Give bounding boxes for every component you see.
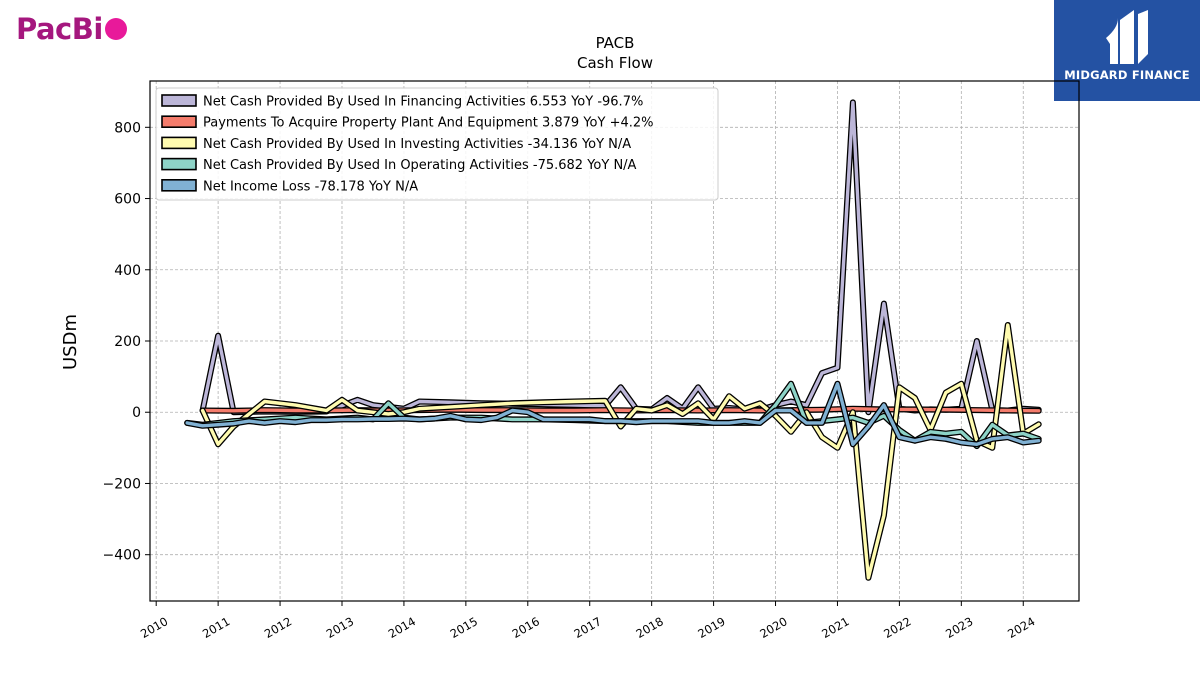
x-tick-label: 2014 — [386, 614, 418, 641]
series-line-stroke — [200, 323, 1041, 580]
x-tick-label: 2024 — [1005, 614, 1037, 641]
x-tick-label: 2020 — [757, 614, 789, 641]
midgard-finance-label: MIDGARD FINANCE — [1064, 68, 1190, 82]
legend-label: Net Cash Provided By Used In Financing A… — [203, 95, 643, 110]
legend-label: Net Cash Provided By Used In Investing A… — [203, 137, 631, 152]
pacbio-logo: PacBi — [16, 12, 127, 46]
series-line-outline — [199, 322, 1042, 581]
legend-label: Payments To Acquire Property Plant And E… — [203, 116, 654, 131]
y-tick-label: −200 — [103, 476, 141, 492]
chart-subtitle: Cash Flow — [577, 54, 653, 72]
y-tick-label: 0 — [132, 405, 141, 421]
legend-label: Net Income Loss -78.178 YoY N/A — [203, 179, 418, 194]
series-line-stroke — [185, 382, 1041, 446]
x-tick-label: 2012 — [262, 614, 294, 641]
y-tick-label: 400 — [114, 263, 141, 279]
y-axis-label: USDm — [60, 314, 81, 370]
x-tick-label: 2017 — [572, 614, 604, 641]
x-tick-label: 2016 — [510, 614, 542, 641]
y-tick-label: 800 — [114, 120, 141, 136]
series-line — [199, 322, 1042, 581]
x-tick-label: 2013 — [324, 614, 356, 641]
legend-swatch — [161, 136, 197, 150]
pacbio-logo-text: PacBi — [16, 12, 103, 46]
x-tick-label: 2015 — [448, 614, 480, 641]
legend-swatch — [161, 115, 197, 128]
pacbio-logo-dot — [104, 18, 127, 40]
chart-title: PACB — [596, 34, 635, 52]
y-tick-label: −400 — [103, 548, 141, 564]
x-tick-label: 2019 — [695, 614, 727, 641]
series-line — [184, 380, 1042, 448]
midgard-finance-logo: MIDGARD FINANCE — [1054, 0, 1200, 101]
legend-box — [155, 87, 719, 201]
y-tick-label: 600 — [114, 192, 141, 208]
x-tick-label: 2010 — [138, 614, 170, 641]
legend-swatch — [161, 157, 197, 171]
x-tick-label: 2021 — [819, 614, 851, 641]
x-tick-label: 2022 — [881, 614, 913, 641]
legend-swatch — [161, 94, 197, 107]
legend-label: Net Cash Provided By Used In Operating A… — [203, 158, 637, 173]
midgard-emblem-icon — [1106, 10, 1148, 64]
legend-swatch — [161, 179, 197, 192]
x-tick-label: 2018 — [633, 614, 665, 641]
x-tick-label: 2023 — [943, 614, 975, 641]
y-tick-label: 200 — [114, 334, 141, 350]
x-tick-label: 2011 — [200, 614, 232, 641]
